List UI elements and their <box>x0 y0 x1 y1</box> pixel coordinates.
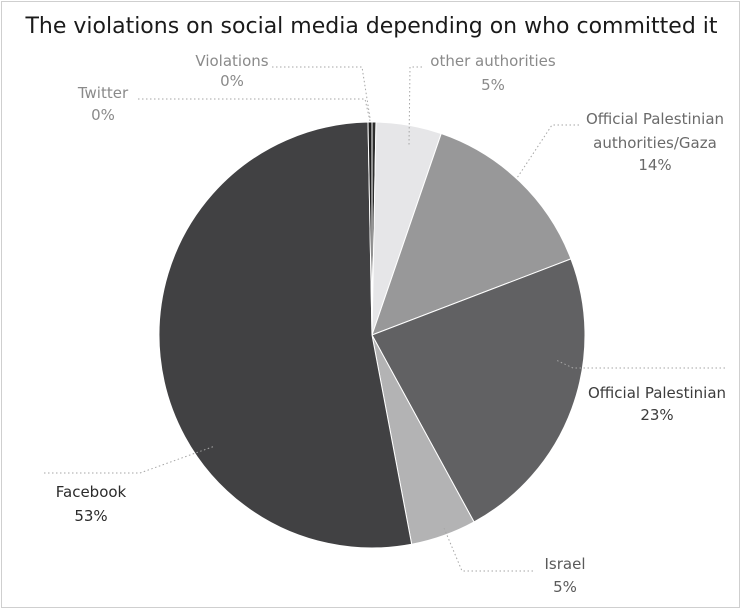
slice-category-label: Twitter <box>77 84 129 102</box>
slice-category-label: other authorities <box>430 52 556 70</box>
slice-category-label: Violations <box>195 52 268 70</box>
slice-category-label: Israel <box>545 555 586 573</box>
slice-value-label: 23% <box>640 406 673 424</box>
slice-value-label: 14% <box>638 156 671 174</box>
slice-category-label: Official Palestinian <box>588 384 726 402</box>
slice-value-label: 0% <box>220 72 244 90</box>
slice-value-label: 53% <box>74 507 107 525</box>
leader-line <box>516 124 579 179</box>
slice-labels: Violations 0% other authorities 5% Official … <box>56 52 726 596</box>
pie-slices <box>158 121 586 549</box>
pie-slice-facebook <box>158 121 413 549</box>
slice-category-label: authorities/Gaza <box>593 134 717 152</box>
pie-slice-official-palestinian <box>371 258 586 523</box>
leader-line <box>555 359 725 369</box>
slice-category-label: Official Palestinian <box>586 110 724 128</box>
pie-slice-twitter <box>367 121 373 336</box>
slice-value-label: 5% <box>481 76 505 94</box>
leader-line <box>408 66 422 146</box>
pie-slice-official-palestinian-authorities-gaza <box>371 132 572 336</box>
slice-value-label: 0% <box>91 106 115 124</box>
slice-category-label: Facebook <box>56 483 127 501</box>
leader-line <box>44 445 216 474</box>
leader-line <box>443 527 533 572</box>
chart-title: The violations on social media depending… <box>25 14 718 39</box>
leader-line <box>138 98 371 122</box>
leader-lines <box>44 66 725 572</box>
slice-value-label: 5% <box>553 578 577 596</box>
leader-line <box>272 66 371 119</box>
